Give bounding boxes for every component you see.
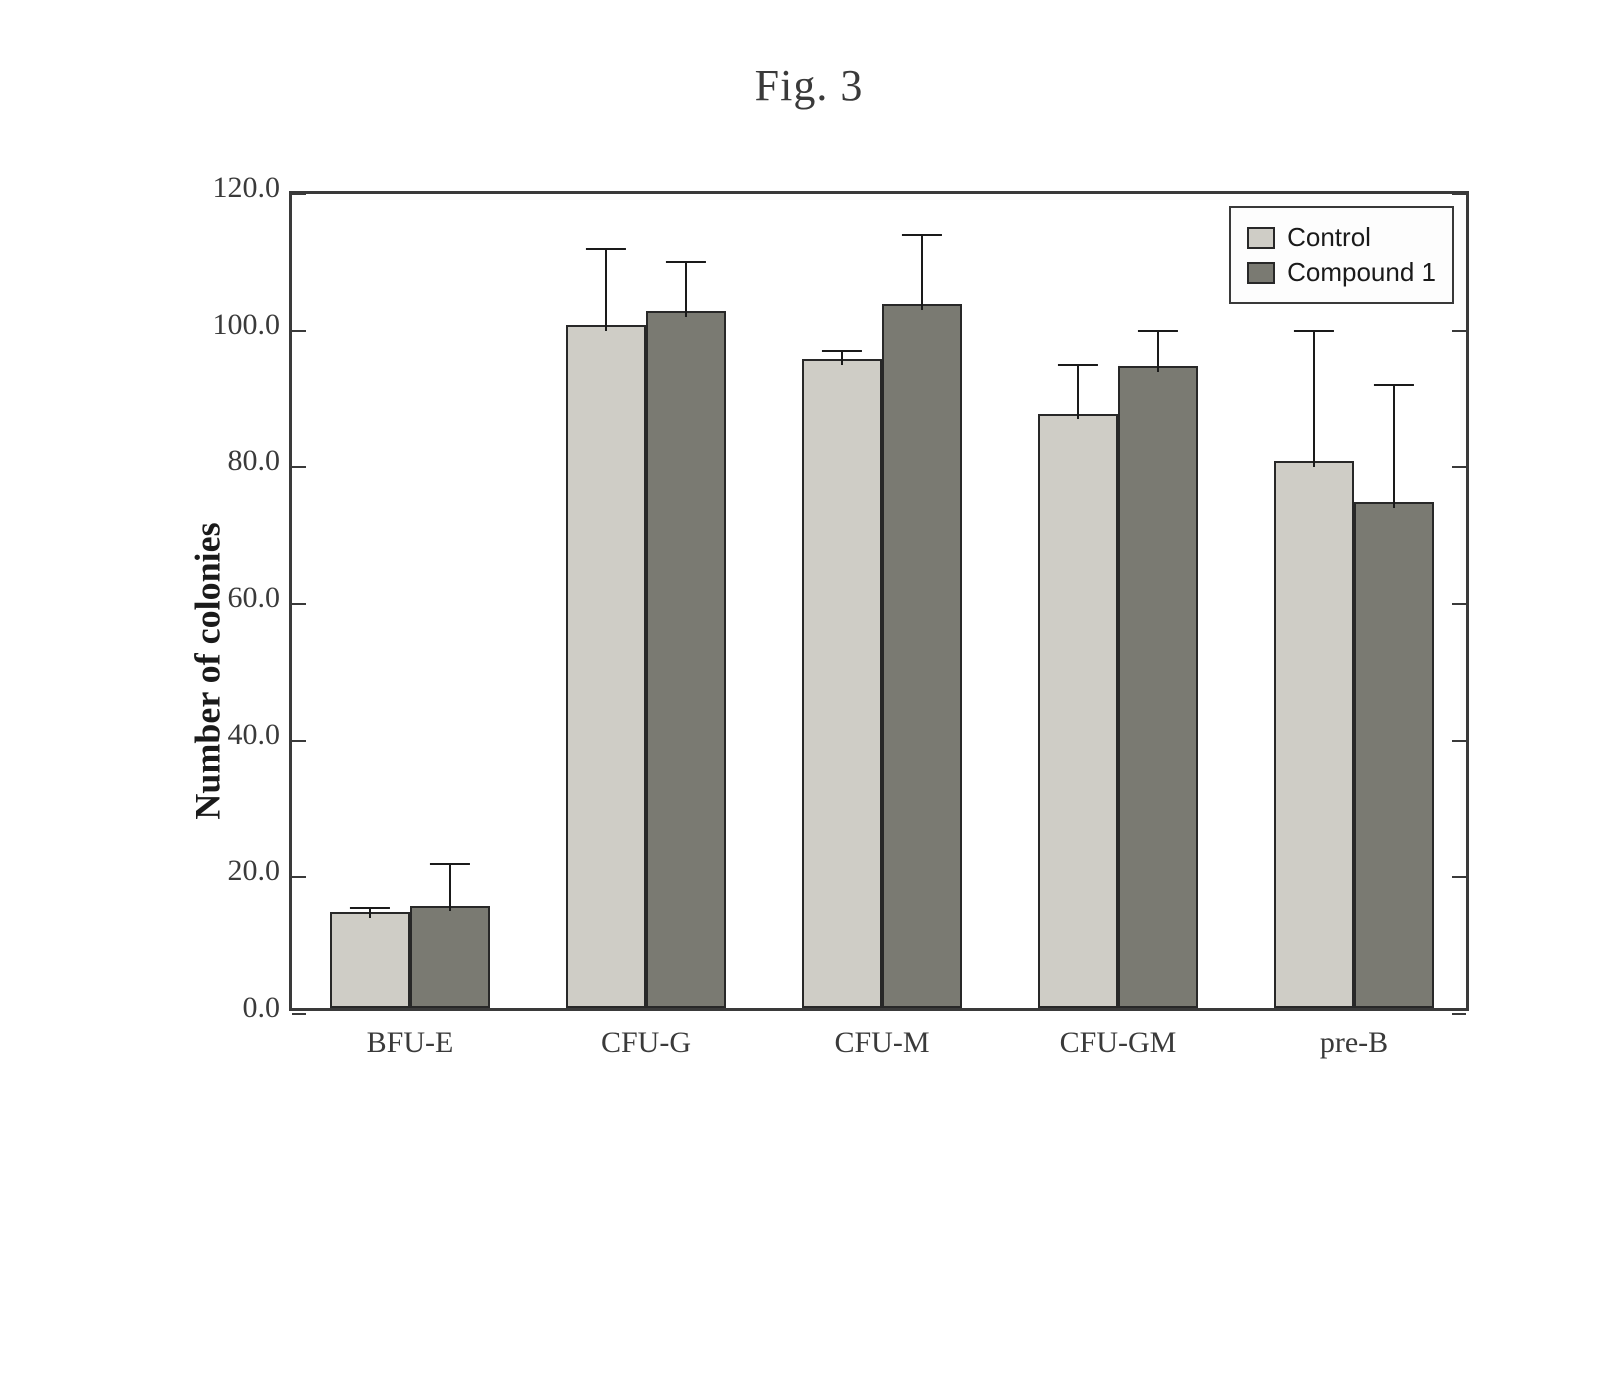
- error-cap: [586, 248, 626, 250]
- error-cap: [1138, 330, 1178, 332]
- error-cap: [1058, 364, 1098, 366]
- y-tick: [1452, 876, 1466, 878]
- y-tick: [1452, 740, 1466, 742]
- legend-swatch-control: [1247, 227, 1275, 249]
- error-bar: [921, 235, 923, 310]
- x-tick-label: CFU-GM: [1060, 1026, 1177, 1060]
- legend-swatch-compound1: [1247, 262, 1275, 284]
- error-bar: [1077, 365, 1079, 420]
- legend-item-control: Control: [1247, 222, 1436, 253]
- bar: [566, 325, 646, 1008]
- error-cap: [430, 863, 470, 865]
- x-tick-label: pre-B: [1320, 1026, 1388, 1060]
- y-tick-label: 20.0: [228, 854, 281, 888]
- error-bar: [1393, 385, 1395, 508]
- y-tick-label: 100.0: [213, 308, 281, 342]
- bar: [330, 912, 410, 1008]
- legend-label-compound1: Compound 1: [1287, 257, 1436, 288]
- x-tick-label: CFU-G: [601, 1026, 691, 1060]
- error-bar: [369, 908, 371, 918]
- error-cap: [1294, 330, 1334, 332]
- plot-area: Control Compound 1 0.020.040.060.080.010…: [289, 191, 1469, 1011]
- bar: [410, 906, 490, 1009]
- legend: Control Compound 1: [1229, 206, 1454, 304]
- y-tick: [292, 740, 306, 742]
- error-cap: [1374, 384, 1414, 386]
- y-tick: [292, 876, 306, 878]
- legend-item-compound1: Compound 1: [1247, 257, 1436, 288]
- y-tick-label: 80.0: [228, 444, 281, 478]
- y-tick: [1452, 193, 1466, 195]
- y-tick-label: 60.0: [228, 581, 281, 615]
- error-cap: [822, 350, 862, 352]
- y-tick: [1452, 466, 1466, 468]
- y-tick: [292, 193, 306, 195]
- y-tick: [1452, 1013, 1466, 1015]
- y-tick: [1452, 330, 1466, 332]
- error-cap: [666, 261, 706, 263]
- y-tick: [292, 603, 306, 605]
- bar: [882, 304, 962, 1008]
- error-bar: [685, 262, 687, 317]
- x-tick-label: BFU-E: [367, 1026, 454, 1060]
- y-axis-label: Number of colonies: [187, 522, 229, 819]
- figure-title: Fig. 3: [40, 60, 1578, 111]
- bar: [646, 311, 726, 1008]
- error-cap: [902, 234, 942, 236]
- error-bar: [1313, 331, 1315, 468]
- error-bar: [605, 249, 607, 331]
- bar: [1354, 502, 1434, 1008]
- error-bar: [841, 351, 843, 365]
- bar: [1038, 414, 1118, 1009]
- error-bar: [449, 864, 451, 912]
- y-tick-label: 120.0: [213, 171, 281, 205]
- bar: [1118, 366, 1198, 1008]
- bar-chart: Number of colonies Control Compound 1 0.…: [109, 171, 1509, 1171]
- y-tick: [292, 1013, 306, 1015]
- y-tick-label: 0.0: [243, 991, 281, 1025]
- y-tick-label: 40.0: [228, 718, 281, 752]
- y-tick: [292, 330, 306, 332]
- x-tick-label: CFU-M: [834, 1026, 929, 1060]
- bar: [802, 359, 882, 1008]
- legend-label-control: Control: [1287, 222, 1371, 253]
- y-tick: [292, 466, 306, 468]
- error-bar: [1157, 331, 1159, 372]
- bar: [1274, 461, 1354, 1008]
- error-cap: [350, 907, 390, 909]
- y-tick: [1452, 603, 1466, 605]
